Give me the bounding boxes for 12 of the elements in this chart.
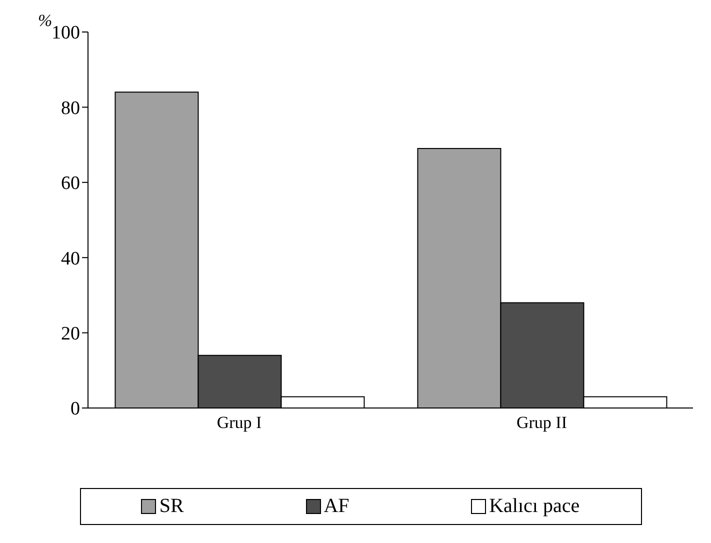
y-tick-label: 60 [61,173,80,194]
legend-label: Kalıcı pace [488,495,580,518]
y-tick-label: 40 [61,248,80,270]
y-tick-label: 80 [61,98,80,119]
y-tick-label: 100 [52,22,80,44]
legend-label: SR [158,495,184,518]
y-tick-label: 0 [70,398,80,420]
x-tick-label: Grup II [516,413,568,432]
y-tick-label: 20 [61,324,80,345]
x-tick-label: Grup I [216,413,262,432]
legend-label: AF [322,495,350,518]
y-axis-title: % [38,11,52,30]
